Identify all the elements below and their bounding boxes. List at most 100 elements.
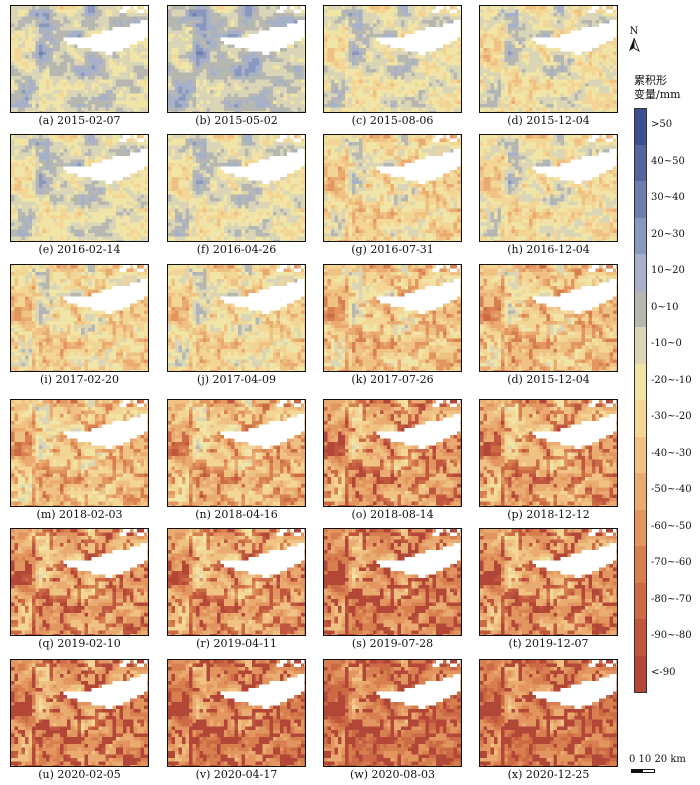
- deformation-map: [10, 659, 149, 767]
- deformation-raster: [11, 529, 148, 635]
- deformation-raster: [324, 400, 461, 506]
- deformation-raster: [324, 529, 461, 635]
- panel-caption: (n) 2018-04-16: [157, 508, 316, 521]
- color-legend: >50 40~50 30~40 20~30 10~20 0~10 -10~0 -20~-10 -…: [634, 108, 700, 693]
- legend-label: -50~-40: [651, 484, 692, 495]
- panel-caption: (d) 2015-12-04: [469, 373, 628, 386]
- deformation-map: [10, 5, 149, 113]
- legend-swatch: [634, 655, 647, 693]
- panel-caption: (v) 2020-04-17: [157, 768, 316, 781]
- panel-caption: (t) 2019-12-07: [469, 637, 628, 650]
- deformation-raster: [168, 660, 305, 766]
- legend-label: 40~50: [651, 156, 685, 167]
- deformation-map: [479, 399, 618, 507]
- deformation-raster: [11, 6, 148, 112]
- deformation-raster: [11, 135, 148, 241]
- deformation-raster: [11, 660, 148, 766]
- map-panel-grid: (a) 2015-02-07 (b) 2015-05-02 (c) 2015-08-…: [0, 5, 618, 781]
- deformation-raster: [480, 265, 617, 371]
- scale-bar-segment-light: [642, 769, 655, 773]
- panel-caption: (x) 2020-12-25: [469, 768, 628, 781]
- panel-caption: (b) 2015-05-02: [157, 114, 316, 127]
- legend-swatch: [634, 546, 647, 583]
- deformation-raster: [480, 400, 617, 506]
- legend-title: 累积形 变量/mm: [634, 74, 700, 102]
- legend-label: 0~10: [651, 302, 678, 313]
- deformation-map: [10, 399, 149, 507]
- legend-label: 20~30: [651, 229, 685, 240]
- panel-caption: (u) 2020-02-05: [0, 768, 159, 781]
- panel-caption: (j) 2017-04-09: [157, 373, 316, 386]
- deformation-raster: [480, 529, 617, 635]
- legend-swatch: [634, 509, 647, 546]
- deformation-map: [323, 528, 462, 636]
- panel-caption: (h) 2016-12-04: [469, 243, 628, 256]
- panel-caption: (r) 2019-04-11: [157, 637, 316, 650]
- legend-label: 10~20: [651, 265, 685, 276]
- deformation-map: [323, 264, 462, 372]
- legend-swatch: [634, 363, 647, 400]
- deformation-raster: [324, 660, 461, 766]
- scale-bar-text: 0 10 20 km: [629, 754, 686, 765]
- north-arrow-icon: [629, 38, 640, 52]
- panel-caption: (w) 2020-08-03: [313, 768, 472, 781]
- deformation-raster: [168, 265, 305, 371]
- legend-swatch: [634, 619, 647, 656]
- deformation-map: [323, 659, 462, 767]
- legend-label: -60~-50: [651, 521, 692, 532]
- deformation-raster: [480, 6, 617, 112]
- panel-caption: (o) 2018-08-14: [313, 508, 472, 521]
- deformation-map: [167, 5, 306, 113]
- deformation-map: [167, 528, 306, 636]
- deformation-raster: [324, 265, 461, 371]
- panel-caption: (s) 2019-07-28: [313, 637, 472, 650]
- legend-swatch: [634, 436, 647, 473]
- deformation-map: [167, 264, 306, 372]
- deformation-raster: [480, 660, 617, 766]
- legend-label: -80~-70: [651, 594, 692, 605]
- legend-swatch: [634, 108, 647, 146]
- deformation-map: [479, 264, 618, 372]
- legend-swatch: [634, 400, 647, 437]
- deformation-map: [10, 134, 149, 242]
- panel-caption: (e) 2016-02-14: [0, 243, 159, 256]
- legend-label: -20~-10: [651, 375, 692, 386]
- legend-label: -30~-20: [651, 411, 692, 422]
- deformation-raster: [168, 6, 305, 112]
- deformation-map: [167, 659, 306, 767]
- panel-caption: (i) 2017-02-20: [0, 373, 159, 386]
- panel-caption: (k) 2017-07-26: [313, 373, 472, 386]
- legend-label: -70~-60: [651, 557, 692, 568]
- legend-swatch: [634, 290, 647, 327]
- legend-title-line1: 累积形: [634, 74, 700, 88]
- legend-label: 30~40: [651, 192, 685, 203]
- deformation-raster: [324, 6, 461, 112]
- panel-caption: (g) 2016-07-31: [313, 243, 472, 256]
- deformation-map: [167, 134, 306, 242]
- deformation-map: [323, 399, 462, 507]
- deformation-map: [479, 5, 618, 113]
- legend-swatch: [634, 327, 647, 364]
- legend-swatch: [634, 144, 647, 181]
- legend-swatch: [634, 473, 647, 510]
- deformation-raster: [11, 400, 148, 506]
- legend-label: -40~-30: [651, 448, 692, 459]
- legend-swatch: [634, 582, 647, 619]
- panel-caption: (q) 2019-02-10: [0, 637, 159, 650]
- deformation-map: [479, 134, 618, 242]
- deformation-raster: [480, 135, 617, 241]
- panel-caption: (a) 2015-02-07: [0, 114, 159, 127]
- deformation-map: [10, 264, 149, 372]
- deformation-map: [323, 134, 462, 242]
- scale-bar: 0 10 20 km: [629, 754, 699, 776]
- panel-caption: (d) 2015-12-04: [469, 114, 628, 127]
- panel-caption: (c) 2015-08-06: [313, 114, 472, 127]
- north-arrow: N: [627, 26, 641, 52]
- deformation-raster: [168, 135, 305, 241]
- legend-title-line2: 变量/mm: [634, 88, 700, 102]
- deformation-map: [10, 528, 149, 636]
- legend-label: -10~0: [651, 338, 682, 349]
- legend-swatch: [634, 217, 647, 254]
- deformation-map: [479, 659, 618, 767]
- deformation-map: [323, 5, 462, 113]
